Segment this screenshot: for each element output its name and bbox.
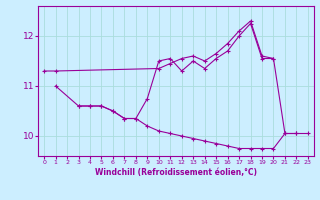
- X-axis label: Windchill (Refroidissement éolien,°C): Windchill (Refroidissement éolien,°C): [95, 168, 257, 177]
